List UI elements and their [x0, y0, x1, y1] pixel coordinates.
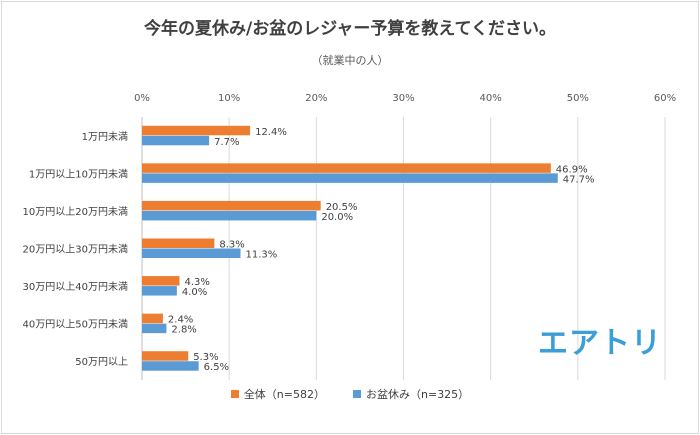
bar-obon	[142, 286, 177, 296]
data-label: 2.8%	[171, 325, 196, 336]
x-tick-label: 10%	[218, 93, 240, 104]
data-label: 7.7%	[214, 137, 239, 148]
data-label: 4.3%	[184, 277, 209, 288]
bar-zentai	[142, 238, 215, 248]
data-label: 46.9%	[556, 164, 588, 175]
data-label: 11.3%	[245, 250, 277, 261]
bar-zentai	[142, 276, 180, 286]
legend-label: お盆休み（n=325）	[366, 388, 470, 401]
chart-subtitle: （就業中の人）	[311, 54, 389, 67]
bar-obon	[142, 248, 241, 258]
legend-item-obon: お盆休み（n=325）	[353, 386, 469, 402]
data-label: 2.4%	[168, 315, 193, 326]
x-tick-label: 40%	[480, 93, 502, 104]
x-tick-label: 50%	[567, 93, 589, 104]
category-label: 50万円以上	[75, 356, 128, 368]
data-label: 20.5%	[326, 202, 358, 213]
category-label: 1万円以上10万円未満	[29, 168, 128, 180]
category-label: 10万円以上20万円未満	[23, 206, 128, 218]
data-label: 47.7%	[563, 174, 595, 185]
data-label: 6.5%	[204, 362, 229, 373]
bar-obon	[142, 323, 167, 334]
x-tick-label: 20%	[305, 93, 327, 104]
data-label: 5.3%	[193, 352, 218, 363]
x-tick-label: 0%	[134, 93, 150, 104]
category-label: 1万円未満	[82, 131, 128, 143]
legend-swatch	[353, 390, 361, 398]
bar-obon	[142, 135, 210, 146]
airtrip-logo: エアトリ	[538, 326, 662, 361]
bar-zentai	[142, 351, 189, 361]
bar-zentai	[142, 163, 551, 173]
x-tick-label: 60%	[654, 93, 676, 104]
data-label: 12.4%	[255, 127, 287, 138]
bar-obon	[142, 361, 199, 371]
chart-title: 今年の夏休み/お盆のレジャー予算を教えてください。	[144, 19, 556, 39]
bar-zentai	[142, 313, 163, 324]
data-label: 8.3%	[219, 240, 244, 251]
bar-zentai	[142, 125, 251, 136]
category-label: 30万円以上40万円未満	[23, 281, 128, 293]
bar-zentai	[142, 200, 321, 211]
bar-obon	[142, 210, 317, 221]
category-label: 20万円以上30万円未満	[23, 244, 128, 256]
legend-item-zentai: 全体（n=582）	[230, 386, 325, 402]
legend: 全体（n=582） お盆休み（n=325）	[0, 386, 700, 402]
bar-obon	[142, 173, 558, 183]
data-label: 4.0%	[182, 287, 207, 298]
category-label: 40万円以上50万円未満	[23, 319, 128, 331]
data-label: 20.0%	[321, 212, 353, 223]
legend-label: 全体（n=582）	[243, 388, 325, 401]
x-tick-label: 30%	[392, 93, 414, 104]
legend-swatch	[230, 390, 239, 398]
